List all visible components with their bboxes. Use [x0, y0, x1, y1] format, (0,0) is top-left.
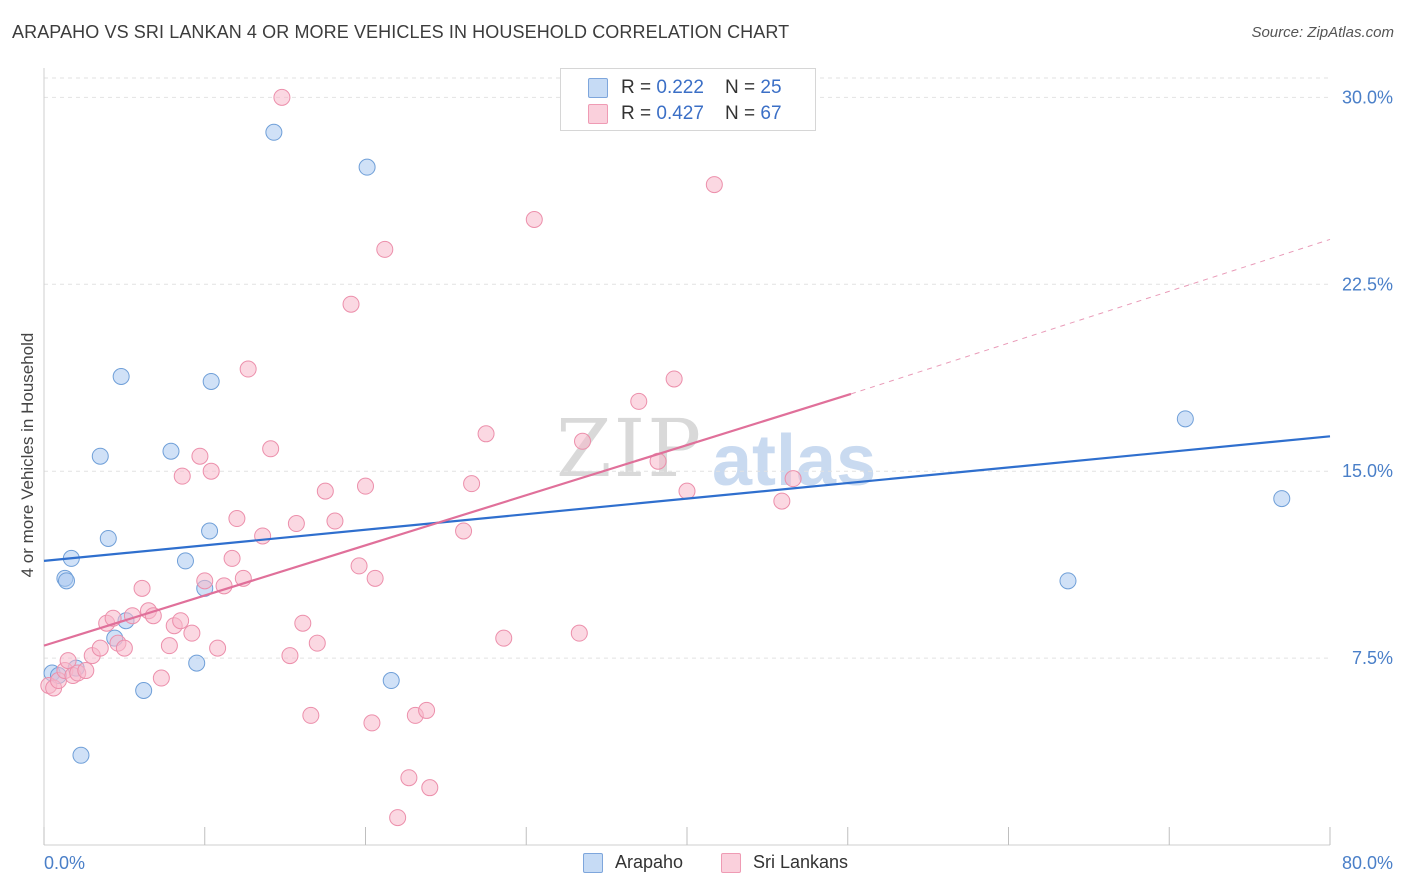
legend-n-value: 25: [760, 77, 782, 98]
sri-lankans-point: [308, 634, 326, 652]
sri-lankans-point: [202, 462, 220, 480]
correlation-legend: R = 0.222 N = 25 R = 0.427 N = 67: [560, 68, 816, 131]
legend-r-value: 0.222: [656, 77, 704, 98]
sri-lankans-point: [495, 629, 513, 647]
sri-lankans-point: [525, 210, 543, 228]
legend-swatch-arapaho: [583, 852, 603, 873]
sri-lankans-trend-line: [43, 392, 852, 647]
arapaho-point: [112, 367, 130, 385]
legend-n-label: N =: [725, 77, 761, 98]
legend-label-sri-lankans: Sri Lankans: [753, 852, 849, 872]
sri-lankans-point: [630, 392, 648, 410]
sri-lankans-point: [784, 470, 802, 488]
sri-lankans-trend-extension: [850, 238, 1331, 395]
sri-lankans-point: [273, 88, 291, 106]
sri-lankans-point: [400, 769, 418, 787]
sri-lankans-point: [316, 482, 334, 500]
arapaho-point: [201, 522, 219, 540]
sri-lankans-point: [152, 669, 170, 687]
sri-lankans-point: [574, 432, 592, 450]
arapaho-point: [1059, 572, 1077, 590]
sri-lankans-point: [115, 639, 133, 657]
sri-lankans-point: [133, 579, 151, 597]
sri-lankans-point: [239, 360, 257, 378]
legend-swatch-sri-lankans: [721, 852, 741, 873]
legend-item-sri-lankans: Sri Lankans: [721, 852, 848, 873]
arapaho-trend-line: [43, 435, 1331, 562]
arapaho-point: [382, 672, 400, 690]
sri-lankans-point: [228, 510, 246, 528]
legend-r-label: R =: [621, 103, 657, 124]
arapaho-point: [176, 552, 194, 570]
arapaho-point: [91, 447, 109, 465]
sri-lankans-point: [357, 477, 374, 495]
sri-lankans-point: [254, 527, 272, 545]
sri-lankans-point: [91, 639, 109, 657]
sri-lankans-point: [455, 522, 473, 540]
source-label: Source: ZipAtlas.com: [1251, 24, 1394, 41]
arapaho-point: [188, 654, 206, 672]
legend-swatch-sri-lankans: [588, 104, 608, 124]
arapaho-point: [162, 442, 180, 460]
sri-lankans-point: [281, 647, 299, 665]
sri-lankans-point: [477, 425, 495, 443]
sri-lankans-point: [196, 572, 214, 590]
sri-lankans-point: [363, 714, 381, 732]
arapaho-point: [58, 572, 76, 590]
sri-lankans-point: [463, 475, 481, 493]
sri-lankans-point: [77, 662, 95, 680]
sri-lankans-point: [191, 447, 209, 465]
sri-lankans-point: [421, 779, 439, 797]
arapaho-point: [1176, 410, 1194, 428]
sri-lankans-point: [376, 240, 394, 258]
sri-lankans-point: [294, 614, 312, 632]
x-tick-label: 80.0%: [1342, 853, 1393, 873]
chart-title: ARAPAHO VS SRI LANKAN 4 OR MORE VEHICLES…: [12, 22, 790, 42]
series-legend: Arapaho Sri Lankans: [0, 852, 1406, 876]
arapaho-point: [72, 746, 90, 764]
sri-lankans-point: [173, 467, 191, 485]
sri-lankans-point: [262, 440, 280, 458]
y-tick-label: 15.0%: [1342, 461, 1393, 481]
legend-r-label: R =: [621, 77, 657, 98]
legend-r-value: 0.427: [656, 103, 704, 124]
y-tick-label: 7.5%: [1352, 648, 1393, 668]
sri-lankans-point: [389, 809, 407, 827]
arapaho-point: [99, 529, 117, 547]
sri-lankans-point: [287, 515, 305, 533]
sri-lankans-point: [183, 624, 201, 642]
sri-lankans-point: [342, 295, 360, 313]
sri-lankans-point: [705, 176, 723, 194]
legend-n-value: 67: [760, 103, 782, 124]
legend-item-arapaho: Arapaho: [583, 852, 683, 873]
arapaho-point: [358, 158, 376, 176]
legend-n-label: N =: [725, 103, 761, 124]
sri-lankans-point: [570, 624, 588, 642]
sri-lankans-point: [160, 637, 178, 655]
sri-lankans-point: [418, 701, 436, 719]
y-tick-label: 22.5%: [1342, 274, 1393, 294]
sri-lankans-point: [665, 370, 683, 388]
sri-lankans-point: [366, 569, 384, 587]
sri-lankans-point: [350, 557, 368, 575]
arapaho-point: [265, 123, 283, 141]
sri-lankans-point: [209, 639, 227, 657]
legend-label-arapaho: Arapaho: [615, 852, 684, 872]
sri-lankans-point: [678, 482, 696, 500]
sri-lankans-point: [773, 492, 791, 510]
sri-lankans-point: [302, 706, 320, 724]
sri-lankans-point: [326, 512, 344, 530]
legend-swatch-arapaho: [588, 78, 608, 98]
arapaho-point: [135, 681, 153, 699]
x-tick-label: 0.0%: [44, 853, 85, 873]
sri-lankans-point: [223, 549, 241, 567]
arapaho-point: [202, 372, 220, 390]
sri-lankans-point: [172, 612, 190, 630]
arapaho-point: [1273, 490, 1291, 508]
y-tick-label: 30.0%: [1342, 87, 1393, 107]
